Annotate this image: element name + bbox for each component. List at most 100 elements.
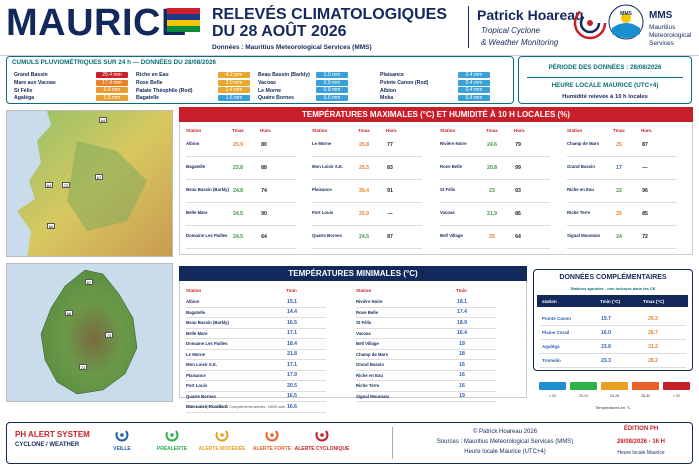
legend-label: 24-28	[610, 394, 619, 398]
page-title: MAURICE	[6, 2, 187, 44]
tmin-station: Rose Belle	[356, 309, 378, 315]
row-divider	[356, 348, 496, 349]
row-divider	[540, 339, 686, 340]
row-divider	[186, 380, 326, 381]
tmin-value: 15.1	[286, 298, 298, 305]
tmin-value: 16	[459, 361, 465, 368]
cyclone-alert-icon	[115, 428, 129, 442]
comp-tmin: 19.7	[601, 316, 611, 322]
tmin-value: 16	[459, 382, 465, 389]
footer-copyright: © Patrick Hoareau 2026	[472, 429, 538, 435]
row-divider	[440, 248, 550, 249]
tmax-humidity: 74	[261, 188, 267, 194]
tmin-station: Quatre Bornes	[186, 393, 216, 399]
legend-label: < 20	[549, 394, 556, 398]
rainfall-value: 1.0 mm	[316, 71, 348, 78]
rainfall-station: Patate Théophile (Rod)	[136, 87, 193, 94]
tmax-humidity: 83	[387, 165, 393, 171]
rainfall-station: Rose Belle	[136, 79, 163, 86]
tmax-header-tmax: Tmax	[613, 128, 625, 133]
rainfall-station: Le Morne	[258, 87, 282, 94]
tmax-value: 25.9	[358, 211, 370, 217]
tmin-table	[179, 266, 527, 398]
tmax-header-station: Station	[186, 128, 202, 133]
tmax-station: Bell Village	[440, 233, 463, 238]
tmax-station: Le Morne	[312, 141, 332, 146]
rainfall-station: Agaléga	[14, 95, 35, 102]
tmax-header-station: Station	[312, 128, 328, 133]
row-divider	[186, 156, 296, 157]
rainfall-station: St Félix	[14, 87, 33, 94]
tmax-station: Rivière Noire	[440, 141, 467, 146]
tmax-value: 24.5	[232, 211, 244, 217]
edition-label: ÉDITION PH	[623, 426, 659, 432]
tmax-header-hum: Hum.	[641, 128, 653, 133]
legend-swatch	[570, 382, 597, 390]
row-divider	[356, 306, 496, 307]
mms-name: Mauritius Meteorological Services	[649, 24, 691, 48]
tmax-station: Vacoas	[440, 210, 455, 215]
tmin-value: 20.5	[286, 382, 298, 389]
map-label: 66	[65, 310, 73, 316]
tmax-value: 25	[489, 234, 495, 240]
tmax-station: Bagatelle	[186, 164, 206, 169]
comp-header-tmin: Tmin (°C)	[600, 299, 621, 304]
tmin-header-station: Station	[186, 288, 202, 293]
tmax-station: Rose Belle	[440, 164, 462, 169]
tmax-humidity: —	[387, 211, 393, 217]
tmax-humidity: 87	[387, 234, 393, 240]
rainfall-value: 1.6 mm	[218, 95, 250, 102]
rainfall-value: 0.4 mm	[458, 79, 490, 86]
header-divider	[468, 6, 469, 48]
tmax-header-hum: Hum.	[260, 128, 272, 133]
row-divider	[440, 202, 550, 203]
row-divider	[540, 325, 686, 326]
rainfall-station: Bagatelle	[136, 95, 160, 102]
tmin-value: 16.5	[286, 319, 298, 326]
legend-swatch	[601, 382, 628, 390]
map-island-graphic	[40, 269, 138, 395]
legend-label: 20-24	[579, 394, 588, 398]
rainfall-value: 17.4 mm	[96, 79, 128, 86]
rainfall-value: 2.4 mm	[218, 87, 250, 94]
row-divider	[567, 225, 677, 226]
comp-station: Agaléga	[542, 344, 560, 349]
tmax-value: 23.8	[232, 165, 244, 171]
tmax-humidity: 72	[642, 234, 648, 240]
alert-level-label: ALERTE FORTE	[252, 446, 292, 452]
tmax-header-tmax: Tmax	[486, 128, 498, 133]
header-bar	[0, 0, 699, 56]
rainfall-station: Vacoas	[258, 79, 276, 86]
tmax-station: Signal Mountain	[567, 233, 601, 238]
footer-time: Heure locale Maurice (UTC+4)	[464, 449, 546, 455]
tmin-station: Riche Terre	[356, 383, 380, 388]
map-label: 67	[85, 279, 93, 285]
row-divider	[186, 327, 326, 328]
tmax-humidity: 80	[261, 142, 267, 148]
cyclone-alert-icon	[265, 428, 279, 442]
legend-caption: Températures en °C	[595, 405, 631, 410]
tmax-value: 24.6	[486, 142, 498, 148]
tmin-value: 18	[459, 351, 465, 357]
rainfall-station: Grand Bassin	[14, 72, 48, 78]
tmin-station: Le Morne	[186, 351, 206, 357]
footer-panel	[6, 422, 693, 464]
comp-station: Tromelin	[542, 358, 561, 363]
map-label: 64	[99, 117, 107, 123]
tmax-station: Domaine Les Pailles	[186, 233, 228, 238]
tmax-station: Beau Bassin (Barkly)	[186, 187, 229, 192]
tmin-value: 21.8	[286, 351, 298, 357]
comp-tmin: 16.0	[601, 330, 611, 336]
tmax-value: 21.9	[486, 211, 498, 217]
row-divider	[356, 317, 496, 318]
tmin-station: Bagatelle	[186, 309, 206, 315]
alert-level-label: ALERTE MODÉRÉE	[198, 446, 246, 452]
tmax-header-hum: Hum.	[386, 128, 398, 133]
row-divider	[186, 317, 326, 318]
report-date: DU 28 AOÛT 2026	[212, 23, 347, 40]
tmax-humidity: 64	[261, 234, 267, 240]
tmax-station: Riche Terre	[567, 210, 591, 215]
rainfall-panel	[6, 56, 514, 104]
tmax-value: 24.5	[232, 234, 244, 240]
row-divider	[312, 248, 422, 249]
